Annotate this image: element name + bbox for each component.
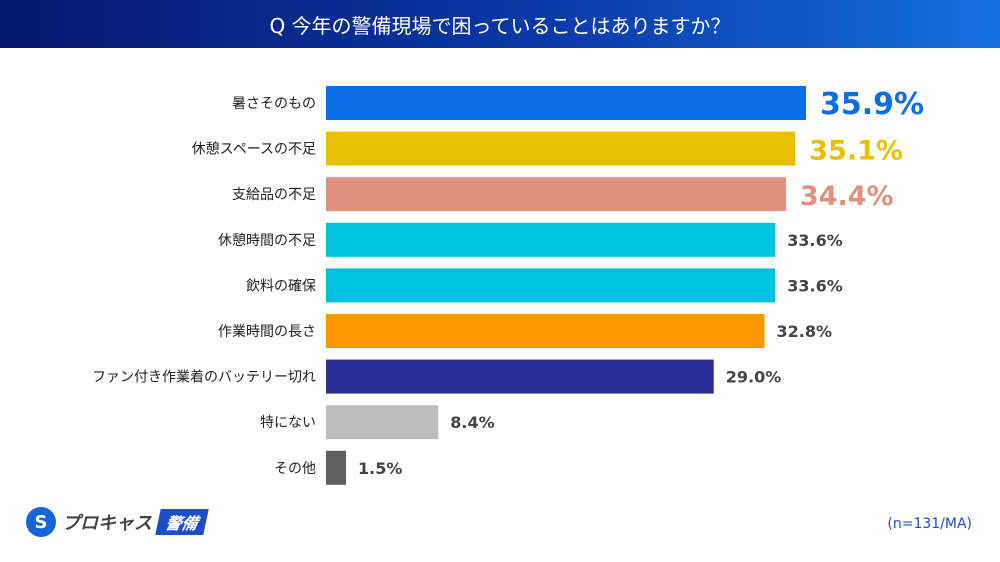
- category-label: その他: [274, 461, 316, 477]
- sample-note: (n=131/MA): [887, 516, 972, 532]
- category-label: 飲料の確保: [246, 278, 316, 294]
- bar: [326, 177, 786, 212]
- value-label: 35.9%: [820, 87, 924, 122]
- bar: [326, 359, 714, 394]
- category-label: 支給品の不足: [232, 187, 316, 203]
- category-label: 休憩スペースの不足: [192, 141, 316, 158]
- value-label: 33.6%: [787, 231, 843, 250]
- bar: [326, 268, 776, 303]
- bar: [326, 405, 439, 440]
- bar: [326, 131, 796, 166]
- value-label: 33.6%: [787, 276, 843, 295]
- bar: [326, 86, 806, 120]
- value-label: 35.1%: [809, 136, 903, 167]
- value-label: 1.5%: [358, 459, 402, 478]
- category-label: 休憩時間の不足: [218, 232, 316, 249]
- category-label: 特にない: [260, 415, 316, 431]
- category-label: ファン付き作業着のバッテリー切れ: [92, 370, 316, 386]
- logo-s-icon: S: [26, 507, 56, 537]
- bar: [326, 450, 347, 485]
- category-label: 作業時間の長さ: [218, 324, 316, 340]
- chart-title: Q 今年の警備現場で困っていることはありますか？: [269, 13, 731, 38]
- logo-badge: 警備: [155, 509, 209, 535]
- bar: [326, 314, 765, 348]
- value-label: 8.4%: [450, 413, 494, 432]
- category-label: 暑さそのもの: [232, 96, 316, 112]
- logo-name: プロキャス: [62, 513, 152, 534]
- chart-title-banner: Q 今年の警備現場で困っていることはありますか？: [0, 0, 1000, 48]
- value-label: 34.4%: [800, 181, 894, 212]
- brand-logo: S プロキャス 警備: [26, 507, 209, 537]
- value-label: 32.8%: [777, 322, 833, 341]
- bar: [326, 222, 776, 257]
- value-label: 29.0%: [726, 368, 782, 387]
